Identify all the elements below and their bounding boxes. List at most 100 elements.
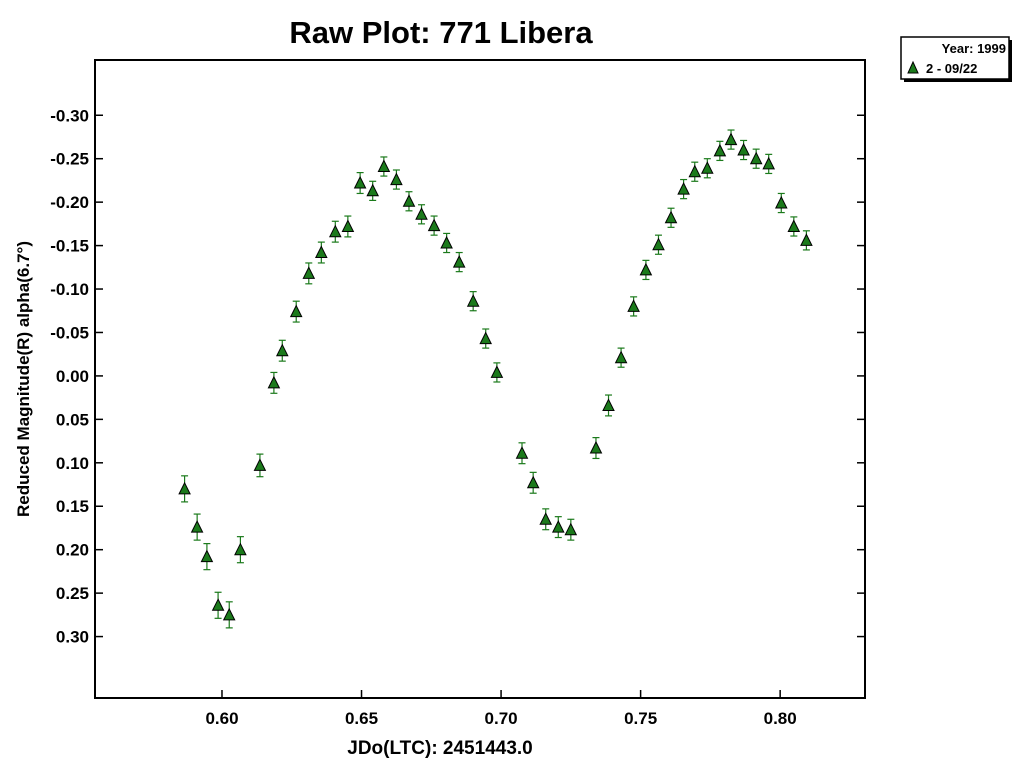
y-tick-label: 0.30	[56, 628, 89, 647]
y-tick-label: -0.05	[50, 323, 89, 342]
triangle-marker	[737, 142, 750, 156]
y-tick-label: -0.30	[50, 106, 89, 125]
triangle-marker	[234, 542, 247, 556]
data-series	[178, 129, 813, 629]
data-point	[377, 156, 391, 177]
y-tick-label: -0.15	[50, 237, 89, 256]
data-point	[539, 508, 553, 531]
data-point	[551, 516, 565, 539]
y-tick-label: 0.05	[56, 410, 89, 429]
data-point	[602, 394, 615, 417]
data-point	[267, 371, 281, 394]
triangle-marker	[479, 331, 493, 345]
triangle-marker	[377, 159, 391, 172]
triangle-marker	[551, 519, 565, 533]
data-point	[652, 234, 665, 255]
data-point	[749, 148, 763, 169]
triangle-marker	[302, 266, 316, 279]
triangle-marker	[700, 161, 714, 174]
triangle-marker	[366, 183, 380, 197]
triangle-marker	[328, 224, 342, 238]
triangle-marker	[652, 237, 665, 251]
y-tick-label: 0.20	[56, 541, 89, 560]
data-point	[402, 191, 416, 212]
data-point	[774, 192, 788, 214]
legend-marker	[907, 60, 919, 74]
data-point	[762, 153, 776, 175]
triangle-marker	[677, 181, 690, 195]
data-point	[178, 475, 191, 503]
x-tick-label: 0.70	[485, 709, 518, 728]
triangle-marker	[341, 219, 355, 232]
data-point	[341, 215, 355, 238]
data-point	[200, 543, 214, 571]
data-point	[800, 230, 813, 251]
triangle-marker	[415, 207, 428, 220]
data-point	[353, 172, 367, 195]
data-point	[490, 362, 504, 383]
data-point	[700, 158, 714, 179]
triangle-marker	[800, 233, 813, 246]
data-point	[440, 232, 453, 254]
triangle-marker	[589, 440, 603, 454]
triangle-marker	[639, 262, 653, 276]
triangle-marker	[211, 598, 225, 611]
plot-frame	[94, 59, 866, 699]
data-point	[427, 215, 441, 236]
legend-entry: 2 - 09/22	[926, 61, 977, 76]
data-point	[664, 207, 678, 228]
triangle-marker	[490, 365, 504, 378]
data-point	[589, 437, 603, 460]
data-point	[415, 204, 428, 225]
data-point	[787, 216, 801, 237]
triangle-marker	[614, 350, 628, 364]
y-tick-label: 0.10	[56, 454, 89, 473]
x-tick-label: 0.75	[624, 709, 657, 728]
legend-header: Year: 1999	[942, 41, 1006, 56]
data-point	[452, 251, 466, 273]
triangle-marker	[390, 172, 403, 186]
data-point	[390, 169, 403, 190]
data-point	[677, 178, 690, 200]
data-point	[466, 291, 480, 312]
data-point	[713, 140, 727, 162]
data-point	[234, 536, 247, 564]
data-point	[737, 139, 750, 161]
triangle-marker	[222, 607, 236, 621]
x-axis: 0.60 0.65 0.70 0.75 0.80	[205, 690, 797, 728]
data-point	[314, 241, 328, 264]
data-point	[526, 471, 540, 494]
triangle-marker	[402, 194, 416, 207]
data-point	[328, 220, 342, 243]
triangle-marker	[787, 219, 801, 232]
data-point	[724, 129, 738, 150]
triangle-marker	[713, 143, 727, 157]
y-axis-label: Reduced Magnitude(R) alpha(6.7°)	[14, 241, 33, 517]
legend: Year: 1999 2 - 09/22	[900, 36, 1012, 82]
triangle-marker	[466, 294, 480, 307]
triangle-marker	[564, 522, 578, 536]
triangle-marker	[275, 343, 289, 357]
x-tick-label: 0.60	[205, 709, 238, 728]
data-point	[289, 300, 303, 323]
triangle-marker	[749, 151, 763, 165]
x-tick-label: 0.80	[764, 709, 797, 728]
triangle-marker	[627, 299, 640, 312]
y-tick-label: -0.10	[50, 280, 89, 299]
triangle-marker	[664, 210, 678, 224]
data-point	[614, 347, 628, 368]
x-tick-label: 0.65	[345, 709, 378, 728]
triangle-marker	[190, 519, 204, 533]
y-tick-label: -0.25	[50, 150, 89, 169]
y-tick-label: 0.15	[56, 497, 89, 516]
triangle-marker	[724, 132, 738, 146]
chart-title: Raw Plot: 771 Libera	[289, 15, 593, 50]
triangle-marker	[526, 475, 540, 489]
data-point	[479, 328, 493, 349]
data-point	[627, 296, 640, 317]
data-point	[253, 453, 267, 478]
data-point	[275, 339, 289, 362]
triangle-marker	[762, 156, 776, 170]
